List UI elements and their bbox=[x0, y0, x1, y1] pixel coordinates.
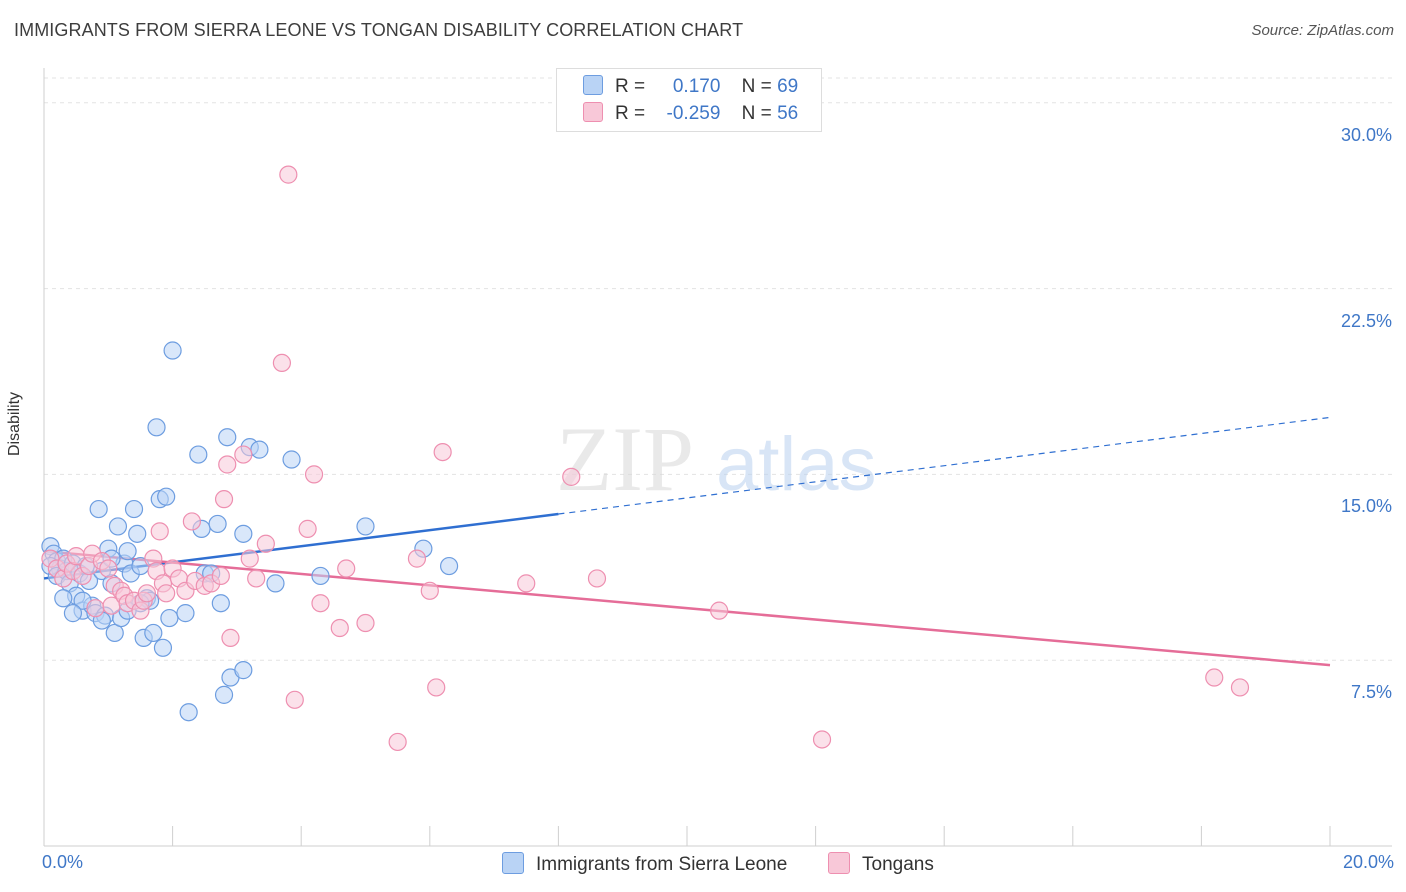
stats-legend: R = 0.170 N = 69 R = -0.259 N = 56 bbox=[556, 68, 822, 132]
legend-n-value: 56 bbox=[777, 103, 799, 124]
x-tick-label: 20.0% bbox=[1342, 852, 1394, 872]
legend-r-label: R = bbox=[615, 103, 646, 124]
data-point bbox=[234, 524, 253, 543]
legend-n-value: 69 bbox=[777, 76, 799, 97]
data-point bbox=[587, 569, 607, 588]
y-tick-label: 7.5% bbox=[1350, 682, 1392, 703]
data-point bbox=[153, 638, 173, 657]
data-point bbox=[211, 566, 230, 586]
data-point bbox=[279, 165, 298, 184]
data-point bbox=[234, 661, 253, 680]
data-point bbox=[86, 599, 105, 618]
series-label-tongans: Tongans bbox=[862, 854, 934, 875]
data-point bbox=[311, 594, 330, 613]
trend-line-extension bbox=[558, 416, 1331, 515]
data-point bbox=[124, 499, 144, 519]
data-point bbox=[247, 569, 266, 588]
y-tick-label: 30.0% bbox=[1340, 124, 1392, 145]
data-point bbox=[298, 519, 317, 538]
data-point bbox=[439, 556, 459, 576]
data-point bbox=[240, 549, 259, 568]
source-credit: Source: ZipAtlas.com bbox=[1251, 22, 1394, 39]
watermark: ZIP atlas bbox=[556, 408, 877, 510]
data-point bbox=[407, 549, 427, 568]
data-point bbox=[189, 445, 208, 464]
data-point bbox=[157, 584, 176, 603]
legend-swatch-blue bbox=[583, 75, 603, 95]
data-point bbox=[356, 613, 375, 633]
data-point bbox=[221, 628, 240, 647]
series-swatch-blue bbox=[502, 852, 524, 874]
watermark-zip: ZIP bbox=[556, 408, 694, 510]
data-point bbox=[176, 604, 195, 623]
data-point bbox=[282, 450, 301, 469]
data-point bbox=[179, 703, 198, 722]
data-point bbox=[54, 589, 73, 608]
data-point bbox=[388, 732, 407, 752]
data-point bbox=[118, 542, 137, 561]
data-point bbox=[272, 353, 292, 373]
legend-n-label: N = bbox=[741, 103, 772, 124]
data-point bbox=[250, 440, 269, 459]
legend-r-label: R = bbox=[615, 76, 646, 97]
data-point bbox=[150, 522, 169, 541]
series-label-sierra-leone: Immigrants from Sierra Leone bbox=[536, 854, 788, 875]
data-point bbox=[330, 618, 349, 638]
data-point bbox=[128, 524, 147, 543]
data-point bbox=[1205, 668, 1224, 687]
series-0-points bbox=[41, 341, 459, 722]
data-point bbox=[163, 341, 182, 360]
legend-r-value: -0.259 bbox=[666, 103, 721, 124]
y-tick-label: 15.0% bbox=[1340, 496, 1392, 517]
data-point bbox=[1230, 678, 1250, 697]
legend-r-value: 0.170 bbox=[672, 76, 721, 97]
data-point bbox=[63, 604, 83, 623]
legend-n-label: N = bbox=[741, 76, 772, 97]
legend-swatch-pink bbox=[583, 102, 603, 122]
data-point bbox=[304, 465, 324, 484]
legend-row-sierra-leone: R = 0.170 N = 69 bbox=[583, 75, 798, 99]
data-point bbox=[562, 467, 581, 486]
data-point bbox=[234, 445, 253, 464]
data-point bbox=[182, 512, 201, 531]
data-point bbox=[89, 499, 108, 519]
series-swatch-pink bbox=[828, 852, 850, 874]
data-point bbox=[256, 534, 275, 553]
data-point bbox=[160, 608, 179, 628]
data-point bbox=[285, 690, 304, 709]
data-point bbox=[214, 685, 234, 704]
data-point bbox=[99, 559, 118, 578]
data-point bbox=[337, 559, 356, 578]
trend-line bbox=[43, 549, 1331, 667]
data-point bbox=[208, 514, 227, 534]
data-point bbox=[311, 566, 330, 586]
data-point bbox=[157, 487, 176, 506]
x-tick-label: 0.0% bbox=[42, 852, 84, 872]
data-point bbox=[356, 517, 375, 536]
data-point bbox=[147, 418, 166, 437]
data-point bbox=[214, 490, 234, 509]
data-point bbox=[710, 601, 729, 620]
watermark-atlas: atlas bbox=[716, 422, 877, 507]
data-point bbox=[517, 574, 536, 593]
data-point bbox=[266, 574, 285, 593]
data-point bbox=[433, 442, 452, 462]
chart-title: IMMIGRANTS FROM SIERRA LEONE VS TONGAN D… bbox=[14, 20, 744, 40]
series-1-points bbox=[41, 165, 1250, 752]
data-point bbox=[812, 730, 832, 749]
data-point bbox=[211, 594, 230, 613]
data-point bbox=[427, 678, 446, 697]
series-legend-sierra-leone: Immigrants from Sierra Leone bbox=[502, 852, 787, 876]
data-point bbox=[144, 623, 163, 643]
data-point bbox=[108, 517, 128, 536]
data-point bbox=[420, 581, 439, 600]
data-point bbox=[137, 584, 156, 603]
series-legend-tongans: Tongans bbox=[828, 852, 934, 876]
y-tick-label: 22.5% bbox=[1340, 310, 1392, 331]
data-point bbox=[218, 428, 237, 447]
data-point bbox=[218, 455, 237, 474]
legend-row-tongans: R = -0.259 N = 56 bbox=[583, 102, 798, 126]
